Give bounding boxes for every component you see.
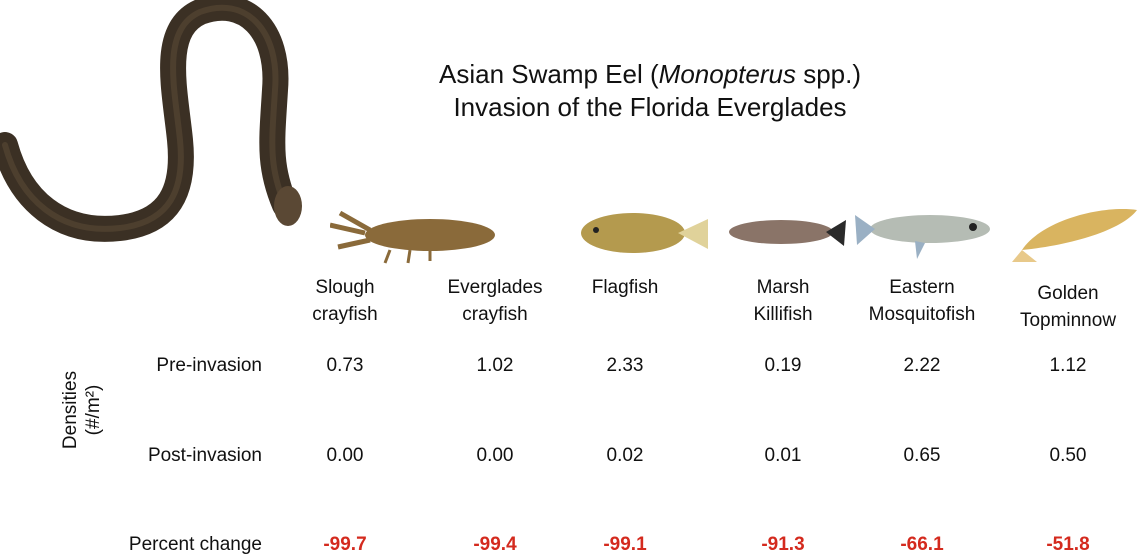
flagfish-image (581, 213, 708, 253)
pre-invasion-value: 1.02 (476, 355, 514, 376)
percent-change-value: -51.8 (1046, 534, 1090, 555)
species-name-line1: Eastern (889, 277, 955, 298)
pre-invasion-value: 0.19 (764, 355, 802, 376)
row-label-percent-change: Percent change (128, 534, 262, 555)
post-invasion-value: 0.50 (1049, 445, 1087, 466)
species-name-line1: Flagfish (591, 277, 659, 298)
swamp-eel-image (0, 0, 302, 242)
post-invasion-value: 0.02 (606, 445, 644, 466)
species-name-line2: crayfish (462, 304, 528, 325)
species-name: Slough crayfish (270, 274, 420, 328)
species-name-line1: Slough (315, 277, 375, 298)
post-invasion-value: 0.01 (764, 445, 802, 466)
species-name-line1: Marsh (756, 277, 810, 298)
post-invasion-value: 0.00 (326, 445, 364, 466)
pre-invasion-value: 2.33 (606, 355, 644, 376)
percent-change-value: -99.4 (473, 534, 517, 555)
mosquitofish-image (855, 215, 990, 259)
percent-change-value: -66.1 (900, 534, 944, 555)
species-name-line2: crayfish (312, 304, 378, 325)
percent-change-value: -99.7 (323, 534, 367, 555)
species-name: Eastern Mosquitofish (847, 274, 997, 328)
killifish-image (729, 220, 846, 246)
species-name-line1: Everglades (447, 277, 543, 298)
crayfish-image (330, 210, 495, 264)
species-name-line2: Killifish (753, 304, 813, 325)
page-title: Asian Swamp Eel (Monopterus spp.) Invasi… (439, 59, 861, 122)
post-invasion-value: 0.65 (903, 445, 941, 466)
species-name-line1: Golden (1037, 283, 1099, 304)
post-invasion-value: 0.00 (476, 445, 514, 466)
species-name-line2: Mosquitofish (868, 304, 976, 325)
pre-invasion-value: 1.12 (1049, 355, 1087, 376)
percent-change-value: -99.1 (603, 534, 647, 555)
row-label-pre-invasion: Pre-invasion (156, 355, 262, 376)
species-name: Everglades crayfish (420, 274, 570, 328)
species-name: Golden Topminnow (993, 280, 1140, 334)
row-label-post-invasion: Post-invasion (147, 445, 262, 466)
topminnow-image (1012, 209, 1137, 262)
species-name: Marsh Killifish (708, 274, 858, 328)
percent-change-value: -91.3 (761, 534, 805, 555)
pre-invasion-value: 2.22 (903, 355, 941, 376)
pre-invasion-value: 0.73 (326, 355, 364, 376)
species-name-line2: Topminnow (1019, 310, 1117, 331)
species-name: Flagfish (550, 274, 700, 301)
